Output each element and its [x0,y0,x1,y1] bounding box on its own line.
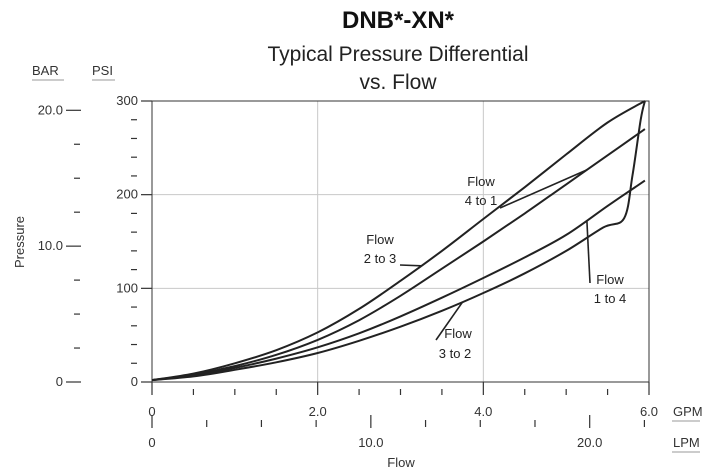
annotation-2-to-3-line2: 2 to 3 [364,251,397,266]
x-lpm-tick-label: 0 [148,435,155,450]
y-bar-tick-label: 20.0 [38,102,63,117]
x-gpm-tick-label: 4.0 [474,404,492,419]
annotation-leader-2 [499,169,588,209]
annotation-flow-3-to-2: Flow 3 to 2 [439,326,473,361]
y-psi-tick-label: 300 [116,93,138,108]
annotation-2-to-3-line1: Flow [366,232,394,247]
y-unit-psi-label: PSI [92,63,113,78]
x-unit-lpm-label: LPM [673,435,700,450]
annotation-4-to-1-line2: 4 to 1 [465,193,498,208]
annotation-leader-4 [435,301,464,341]
annotation-3-to-2-line1: Flow [444,326,472,341]
axes: 0 100 200 300 0 10.0 20.0 0 2.0 4.0 6.0 0 10.0 20.0 [38,93,658,450]
x-gpm-tick-label: 2.0 [309,404,327,419]
y-psi-tick-label: 0 [131,374,138,389]
annotation-flow-4-to-1: Flow 4 to 1 [465,174,498,208]
x-gpm-tick-label: 0 [148,404,155,419]
chart-subtitle-line2: vs. Flow [359,71,437,94]
annotation-leader-3 [586,220,591,284]
annotation-4-to-1-line1: Flow [467,174,495,189]
y-psi-tick-label: 200 [116,187,138,202]
x-lpm-tick-label: 20.0 [577,435,602,450]
annotation-1-to-4-line1: Flow [596,272,624,287]
annotation-flow-2-to-3: Flow 2 to 3 [364,232,397,266]
plot-frame [151,100,650,383]
grid [152,101,649,382]
annotation-flow-1-to-4: Flow 1 to 4 [594,272,627,306]
series-line-3 [151,179,646,382]
x-lpm-tick-label: 10.0 [358,435,383,450]
x-gpm-tick-label: 6.0 [640,404,658,419]
y-axis-label: Pressure [12,216,27,268]
y-psi-tick-label: 100 [116,280,138,295]
series-line-1 [151,100,646,382]
annotation-3-to-2-line2: 3 to 2 [439,346,472,361]
chart-subtitle-line1: Typical Pressure Differential [267,43,528,66]
annotation-leaders [399,169,591,341]
y-unit-bar-label: BAR [32,63,59,78]
series-line-4 [151,100,646,382]
annotation-leader-1 [399,264,422,267]
x-axis-label: Flow [387,455,415,470]
series-line-2 [151,128,646,382]
y-bar-tick-label: 10.0 [38,238,63,253]
chart-title: DNB*-XN* [342,7,455,34]
y-bar-tick-label: 0 [56,374,63,389]
x-unit-gpm-label: GPM [673,404,703,419]
annotation-1-to-4-line2: 1 to 4 [594,291,627,306]
series-lines [151,100,646,382]
